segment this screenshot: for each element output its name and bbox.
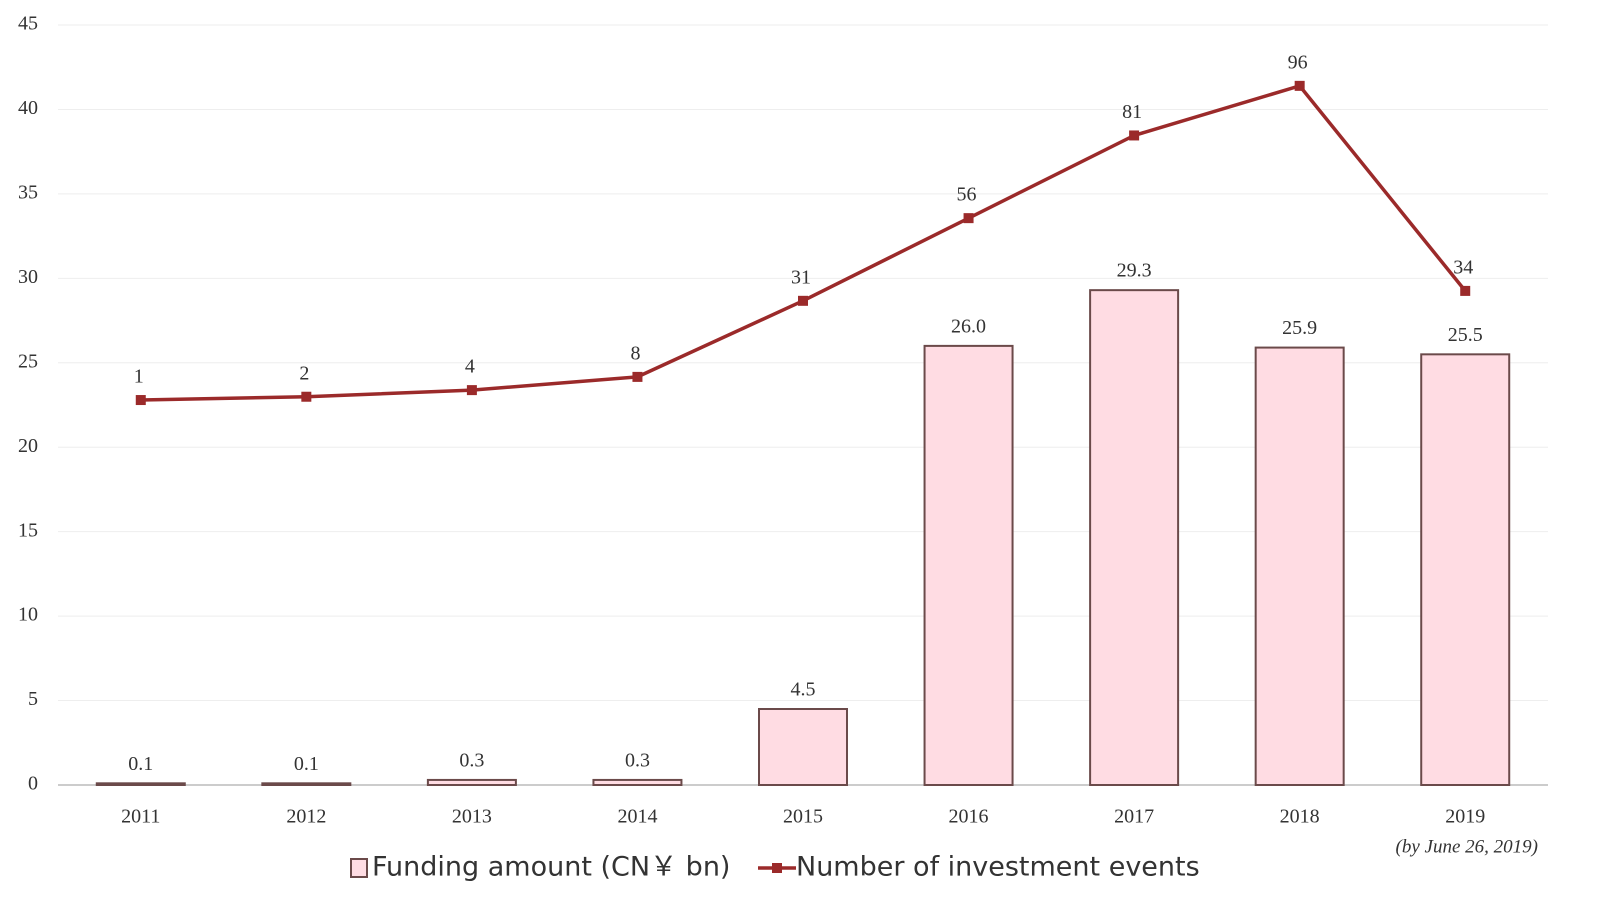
y-tick-label: 10 [18, 604, 38, 626]
y-tick-label: 40 [18, 97, 38, 119]
x-tick-label: 2017 [1114, 806, 1154, 828]
marker [1294, 80, 1305, 91]
data-label: 25.5 [1448, 324, 1483, 346]
bar [95, 782, 186, 786]
annotation: (by June 26, 2019) [1396, 836, 1538, 857]
x-tick-label: 2012 [286, 806, 326, 828]
data-label: 2 [299, 362, 309, 384]
bar [923, 344, 1014, 786]
y-tick-label: 0 [28, 773, 38, 795]
x-tick-label: 2018 [1280, 806, 1320, 828]
x-tick-label: 2016 [949, 806, 989, 828]
data-label: 0.1 [294, 753, 319, 775]
bar [426, 778, 517, 787]
data-label: 4 [465, 356, 475, 378]
y-tick-label: 5 [28, 688, 38, 710]
data-label: 56 [957, 184, 977, 206]
x-tick-label: 2014 [617, 806, 657, 828]
bar [1420, 353, 1511, 786]
data-label: 34 [1453, 256, 1473, 278]
data-label: 0.1 [128, 753, 153, 775]
data-label: 0.3 [625, 750, 650, 772]
bar [1089, 289, 1180, 786]
marker [466, 385, 477, 396]
data-label: 81 [1122, 101, 1142, 123]
bar [592, 778, 683, 787]
y-tick-label: 25 [18, 350, 38, 372]
data-label: 8 [630, 342, 640, 364]
data-label: 96 [1288, 51, 1308, 73]
y-tick-label: 35 [18, 181, 38, 203]
bar [758, 708, 848, 786]
marker [798, 295, 808, 306]
y-tick-label: 45 [18, 13, 38, 35]
marker [1460, 285, 1471, 296]
legend-swatch [772, 863, 782, 873]
y-tick-label: 30 [18, 266, 38, 288]
x-tick-label: 2013 [452, 806, 492, 828]
legend-label: Number of investment events [796, 852, 1200, 883]
data-label: 31 [791, 266, 811, 288]
x-tick-label: 2019 [1445, 806, 1485, 828]
data-label: 0.3 [459, 750, 484, 772]
bar [261, 782, 352, 786]
y-tick-label: 20 [18, 435, 38, 457]
marker [632, 371, 643, 382]
y-tick-label: 15 [18, 519, 38, 541]
data-label: 25.9 [1282, 317, 1317, 339]
marker [301, 391, 312, 402]
legend-label: Funding amount (CN￥ bn) [372, 852, 730, 883]
marker [135, 395, 146, 406]
data-label: 1 [134, 366, 144, 388]
data-label: 4.5 [791, 679, 816, 701]
marker [963, 213, 974, 224]
marker [1129, 130, 1140, 141]
legend-swatch [350, 858, 368, 878]
x-tick-label: 2015 [783, 806, 823, 828]
bar [1254, 346, 1345, 786]
x-tick-label: 2011 [121, 806, 160, 828]
data-label: 26.0 [951, 315, 986, 337]
data-label: 29.3 [1117, 260, 1152, 282]
